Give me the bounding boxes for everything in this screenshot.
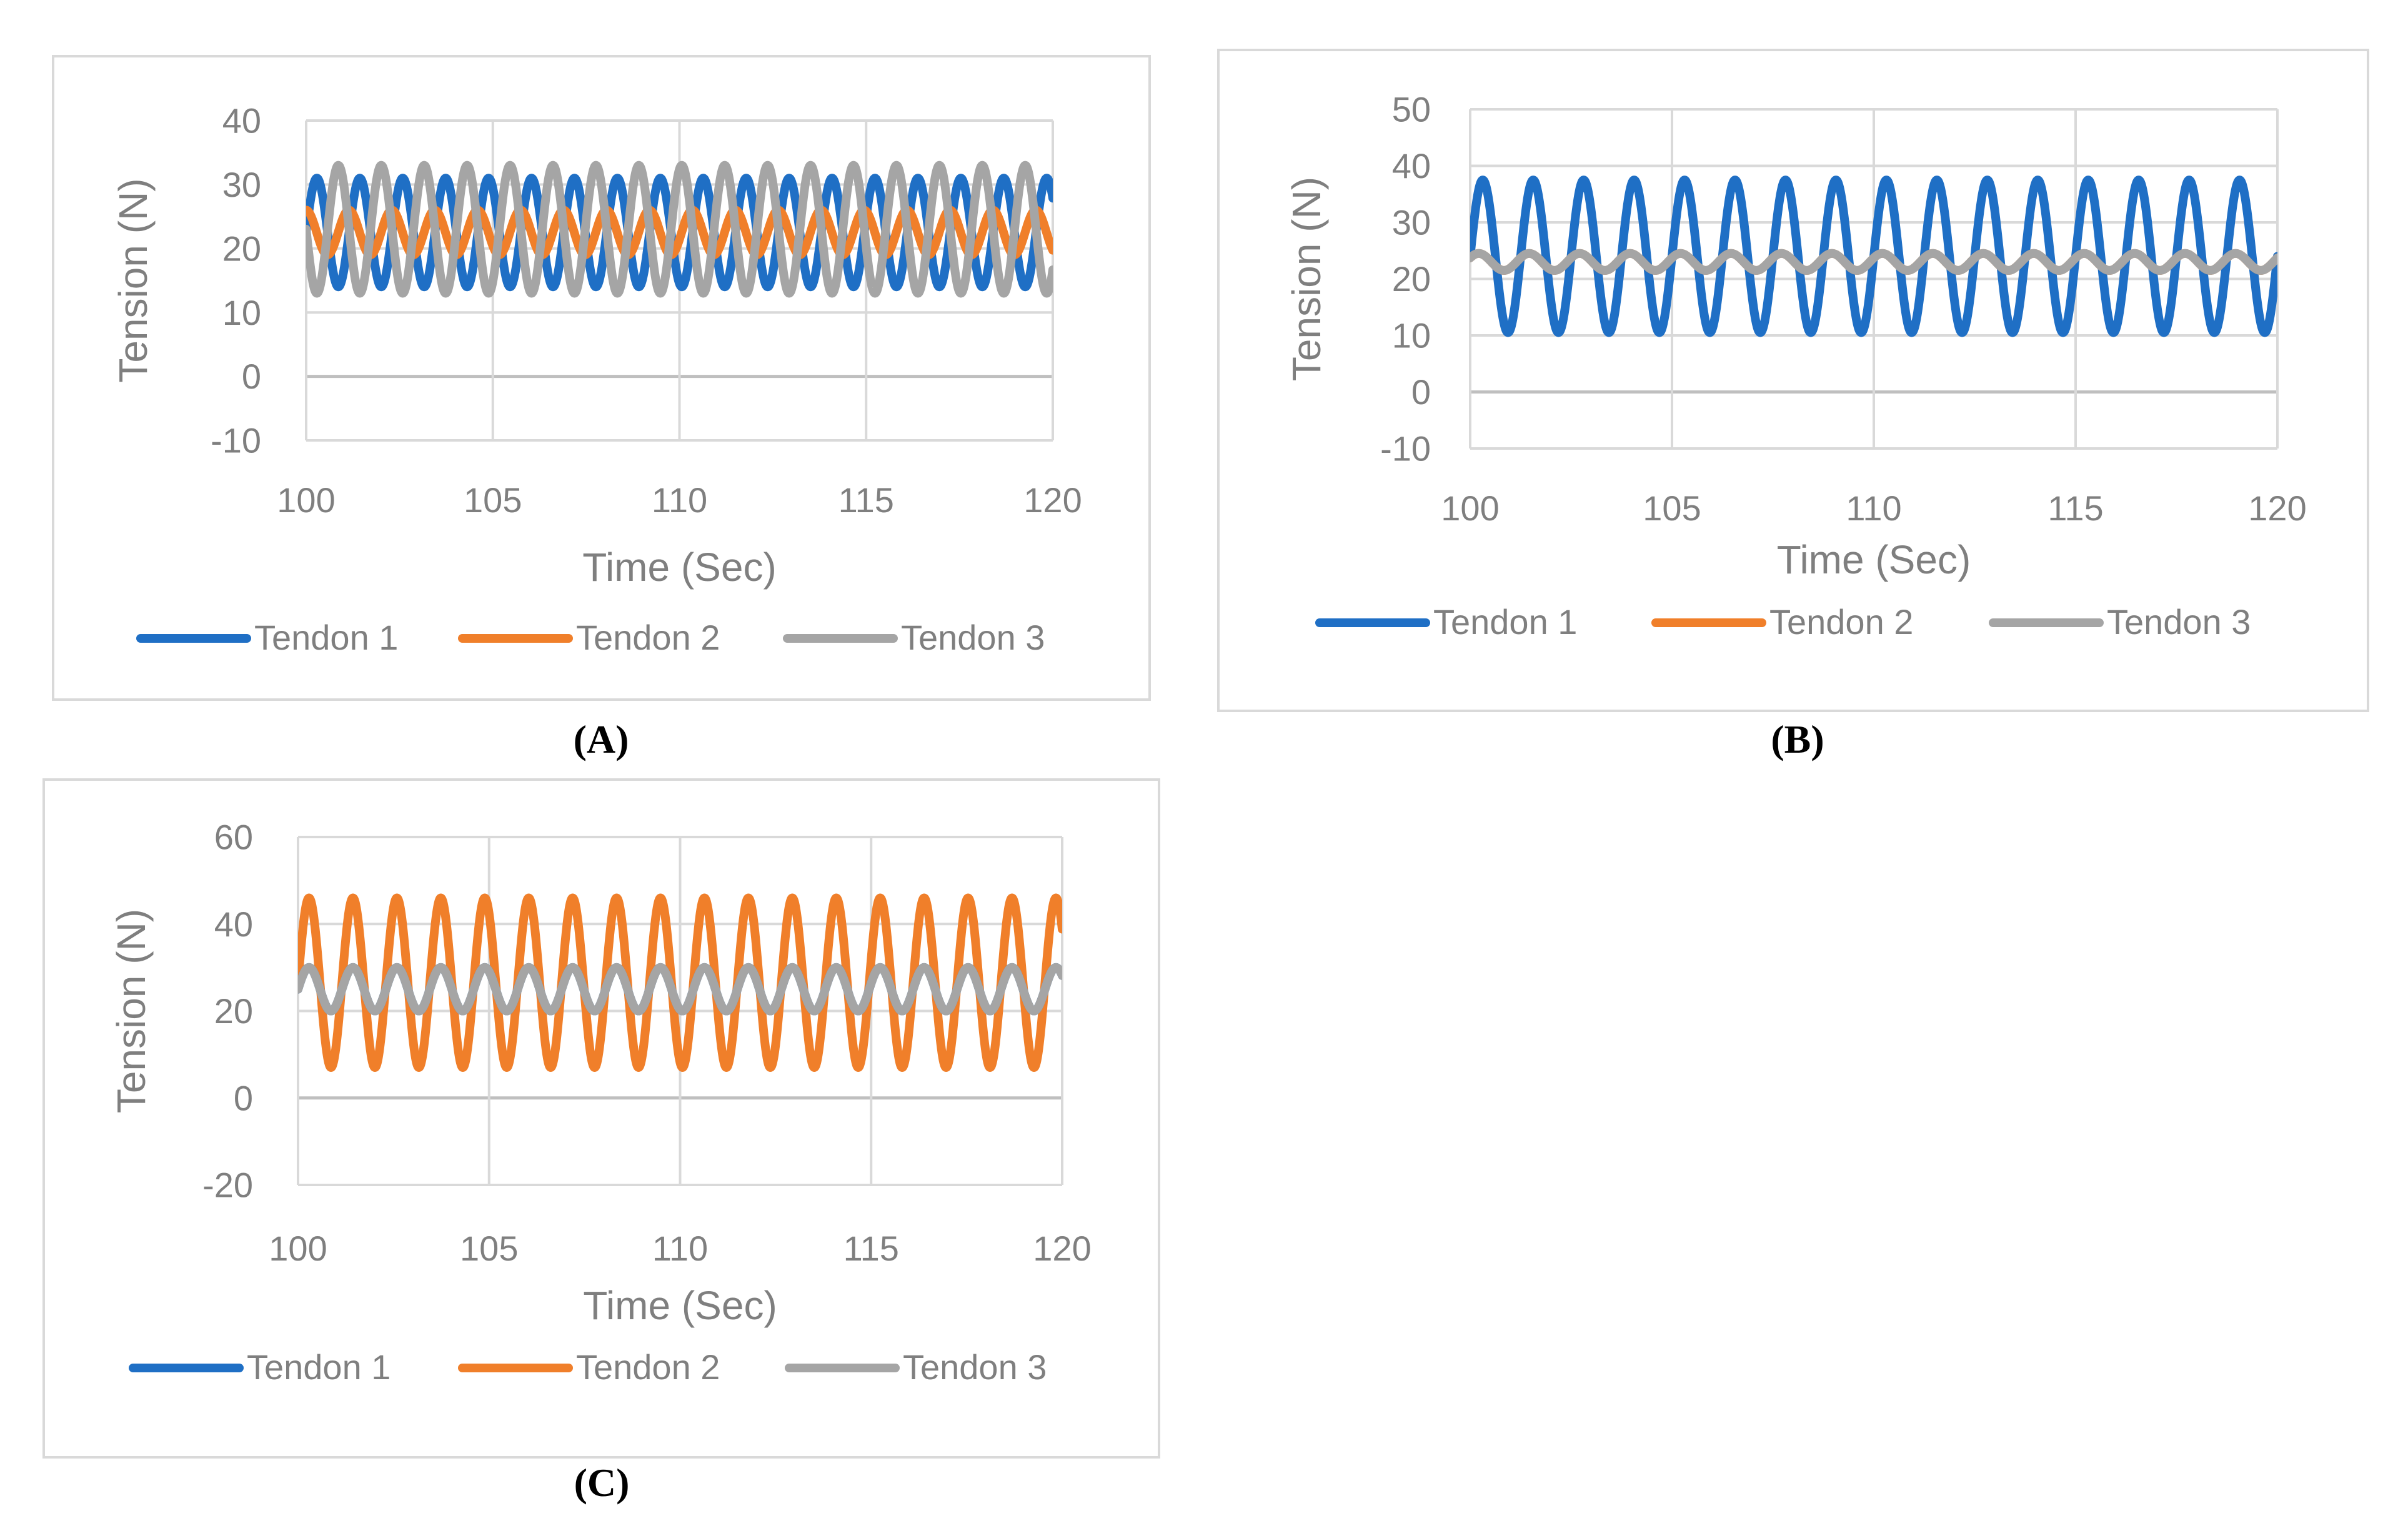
chart-frame [1217,49,2369,712]
y-tick-label: -20 [202,1166,253,1205]
x-tick-label: 120 [2248,488,2306,528]
y-axis-title: Tension (N) [109,909,154,1113]
legend: Tendon 1 Tendon 2 Tendon 3 [129,1347,1047,1387]
panel-label: (A) [574,717,629,761]
y-tick-label: 30 [1392,203,1431,242]
x-tick-label: 110 [652,1229,708,1268]
x-tick-label: 110 [1846,488,1901,528]
y-tick-label: 50 [1392,90,1431,129]
y-tick-label: 20 [214,991,253,1031]
y-tick-label: 0 [1411,372,1431,412]
legend: Tendon 1 Tendon 2 Tendon 3 [1315,602,2251,642]
y-axis-title: Tension (N) [1284,177,1329,381]
chart-frame [42,778,1160,1459]
y-tick-label: 20 [1392,259,1431,299]
legend-label: Tendon 1 [1433,602,1577,642]
x-tick-label: 105 [460,1229,518,1268]
series-line-tendon-3 [1470,249,2277,275]
chart-panel-2: -20 0 20 40 60 100 105 110 115 120 Time (Sec) Tensi… [42,778,1160,1505]
x-tick-label: 115 [2047,488,2103,528]
legend-label: Tendon 3 [903,1347,1047,1387]
x-tick-label: 105 [1643,488,1701,528]
legend-label: Tendon 2 [1769,602,1913,642]
legend-label: Tendon 3 [2107,602,2251,642]
y-axis-title: Tension (N) [111,178,156,382]
y-tick-label: 40 [1392,146,1431,186]
x-tick-label: 120 [1033,1229,1091,1268]
series-line-tendon-3 [306,161,1053,298]
x-axis-title: Time (Sec) [583,1283,777,1328]
panel-label: (C) [574,1460,630,1505]
y-tick-label: 0 [234,1078,253,1117]
x-tick-label: 100 [277,480,335,520]
y-tick-label: -10 [1380,429,1431,468]
legend-label: Tendon 2 [576,1347,720,1387]
panel-label: (B) [1771,717,1824,761]
x-tick-label: 115 [843,1229,899,1268]
x-tick-label: 115 [838,480,894,520]
legend-label: Tendon 3 [901,618,1045,657]
y-tick-label: -10 [211,421,261,460]
legend-label: Tendon 2 [576,618,720,657]
x-tick-label: 100 [269,1229,327,1268]
legend-label: Tendon 1 [254,618,398,657]
x-tick-label: 100 [1441,488,1499,528]
legend-label: Tendon 1 [247,1347,391,1387]
chart-panel-0: -10 0 10 20 30 40 100 105 110 115 120 Time (Sec) Ten… [52,55,1151,761]
series-group [298,893,1062,1073]
y-tick-label: 40 [222,101,261,141]
y-tick-label: 30 [222,165,261,204]
x-axis-title: Time (Sec) [582,545,777,590]
legend: Tendon 1 Tendon 2 Tendon 3 [136,618,1045,657]
y-tick-label: 40 [214,904,253,944]
x-tick-label: 110 [652,480,707,520]
x-axis-title: Time (Sec) [1777,537,1971,582]
y-tick-label: 20 [222,229,261,268]
y-tick-label: 0 [242,357,261,396]
series-group [1470,176,2277,337]
y-tick-label: 10 [1392,316,1431,355]
series-group [306,161,1053,298]
series-line-tendon-3 [298,963,1062,1016]
y-tick-label: 60 [214,818,253,857]
x-tick-label: 120 [1023,480,1082,520]
y-tick-label: 10 [222,293,261,332]
chart-panel-1: -10 0 10 20 30 40 50 100 105 110 115 120 Time (Sec) T… [1217,49,2369,761]
x-tick-label: 105 [464,480,522,520]
